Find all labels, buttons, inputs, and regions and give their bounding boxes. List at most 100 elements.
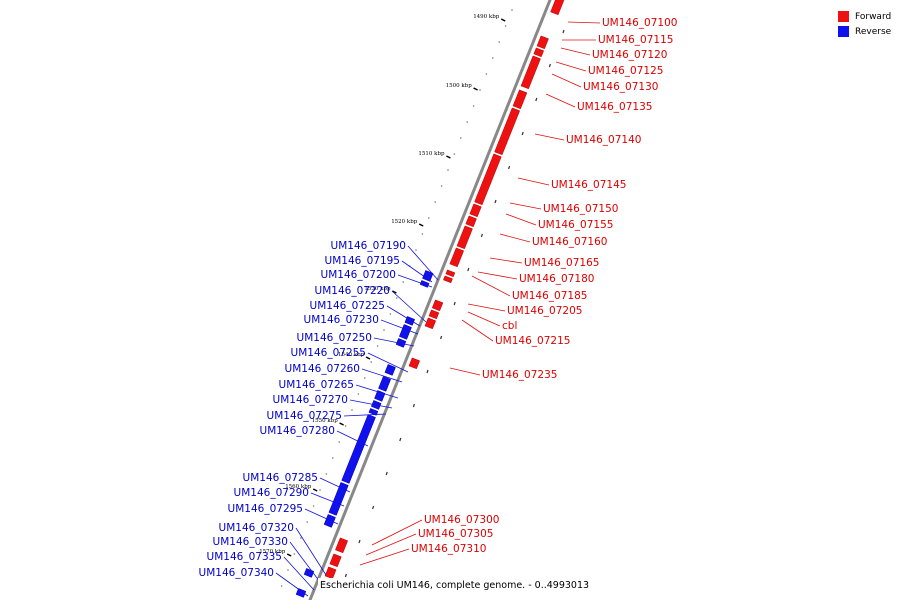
reverse-gene-label[interactable]: UM146_07295 <box>228 503 303 515</box>
tick-label: 1540 kbp <box>338 352 365 358</box>
reverse-gene-label[interactable]: UM146_07190 <box>331 240 406 252</box>
forward-leader <box>365 533 417 556</box>
guide-dash <box>385 471 388 476</box>
guide-dash <box>521 131 524 136</box>
reverse-leader <box>367 352 409 373</box>
tick-label: 1560 kbp <box>285 484 312 490</box>
forward-gene-label[interactable]: UM146_07150 <box>543 203 618 215</box>
tick-mark <box>392 290 397 294</box>
reverse-gene-label[interactable]: UM146_07230 <box>304 314 379 326</box>
tick-marks: 1490 kbp 1500 kbp 1510 kbp 1520 kbp 1530 kbp… <box>259 14 506 557</box>
tick-label: 1490 kbp <box>473 14 500 20</box>
forward-gene-label[interactable]: cbl <box>502 320 517 332</box>
legend-forward-label: Forward <box>855 11 892 22</box>
forward-gene-block <box>408 357 421 370</box>
forward-gene-label[interactable]: UM146_07130 <box>583 81 658 93</box>
forward-gene-label[interactable]: UM146_07205 <box>507 305 582 317</box>
forward-gene-block <box>324 566 337 580</box>
guide-dot <box>338 441 341 443</box>
reverse-leader <box>349 399 393 409</box>
reverse-gene-label[interactable]: UM146_07290 <box>234 487 309 499</box>
forward-gene-label[interactable]: UM146_07165 <box>524 257 599 269</box>
guide-dot <box>325 473 328 475</box>
forward-leader <box>517 177 550 186</box>
guide-dot <box>396 297 398 299</box>
forward-leader <box>489 257 523 264</box>
forward-leader <box>371 519 423 546</box>
reverse-gene-label[interactable]: UM146_07250 <box>297 332 372 344</box>
reverse-gene-label[interactable]: UM146_07270 <box>273 394 348 406</box>
reverse-gene-label[interactable]: UM146_07195 <box>325 255 400 267</box>
forward-leader <box>499 233 531 243</box>
forward-gene-label[interactable]: UM146_07100 <box>602 17 677 29</box>
forward-gene-label[interactable]: UM146_07310 <box>411 543 486 555</box>
reverse-gene-label[interactable]: UM146_07255 <box>291 347 366 359</box>
forward-gene-label[interactable]: UM146_07215 <box>495 335 570 347</box>
reverse-leader <box>355 384 399 399</box>
reverse-gene-label[interactable]: UM146_07220 <box>315 285 390 297</box>
guide-dot <box>389 313 392 315</box>
guide-dot <box>300 537 302 539</box>
genome-backbone <box>308 0 552 600</box>
forward-leader <box>551 73 582 88</box>
reverse-gene-block <box>328 482 349 516</box>
reverse-leader <box>295 527 327 576</box>
reverse-swatch <box>838 26 849 37</box>
reverse-leader <box>401 260 433 283</box>
forward-gene-label[interactable]: UM146_07160 <box>532 236 607 248</box>
forward-gene-label[interactable]: UM146_07305 <box>418 528 493 540</box>
guide-dot <box>287 569 289 571</box>
forward-gene-block <box>520 55 541 90</box>
reverse-gene-block <box>368 408 379 416</box>
reverse-gene-block <box>419 280 430 288</box>
guide-dot <box>479 89 481 91</box>
forward-gene-label[interactable]: UM146_07145 <box>551 179 626 191</box>
forward-gene-label[interactable]: UM146_07180 <box>519 273 594 285</box>
tick-label: 1570 kbp <box>259 549 286 555</box>
reverse-gene-label[interactable]: UM146_07225 <box>310 300 385 312</box>
forward-gene-label[interactable]: UM146_07125 <box>588 65 663 77</box>
guide-dash <box>508 165 511 170</box>
forward-gene-label[interactable]: UM146_07235 <box>482 369 557 381</box>
forward-gene-block <box>494 107 521 156</box>
forward-gene-label[interactable]: UM146_07120 <box>592 49 667 61</box>
reverse-leader <box>310 492 345 507</box>
forward-gene-label[interactable]: UM146_07140 <box>566 134 641 146</box>
reverse-gene-label[interactable]: UM146_07200 <box>321 269 396 281</box>
reverse-gene-label[interactable]: UM146_07330 <box>213 536 288 548</box>
forward-gene-label[interactable]: UM146_07155 <box>538 219 613 231</box>
reverse-gene-block <box>295 588 307 598</box>
reverse-gene-label[interactable]: UM146_07340 <box>199 567 274 579</box>
reverse-leader <box>361 368 403 383</box>
forward-leader <box>545 93 576 108</box>
forward-gene-block <box>329 553 342 568</box>
forward-gene-label[interactable]: UM146_07185 <box>512 290 587 302</box>
guide-dot <box>376 345 379 347</box>
reverse-gene-label[interactable]: UM146_07280 <box>260 425 335 437</box>
reverse-gene-label[interactable]: UM146_07320 <box>219 522 294 534</box>
forward-gene-label[interactable]: UM146_07300 <box>424 514 499 526</box>
guide-dot <box>306 521 309 523</box>
guide-dash <box>480 233 483 238</box>
forward-leader <box>461 319 494 342</box>
reverse-gene-label[interactable]: UM146_07285 <box>243 472 318 484</box>
guide-dot <box>415 249 417 251</box>
reverse-gene-label[interactable]: UM146_07265 <box>279 379 354 391</box>
reverse-gene-label[interactable]: UM146_07335 <box>207 551 282 563</box>
reverse-leader <box>283 556 315 591</box>
dotted-guide <box>280 9 565 587</box>
reverse-gene-label[interactable]: UM146_07260 <box>285 363 360 375</box>
guide-dot <box>498 41 501 43</box>
forward-leader <box>555 61 587 72</box>
forward-gene-block <box>431 299 444 312</box>
guide-dash <box>548 63 551 68</box>
forward-leader <box>505 213 537 226</box>
reverse-gene-label[interactable]: UM146_07275 <box>267 410 342 422</box>
guide-dot <box>485 73 488 75</box>
forward-gene-label[interactable]: UM146_07135 <box>577 101 652 113</box>
reverse-leader <box>343 413 387 417</box>
tick-mark <box>312 488 318 492</box>
reverse-gene-block <box>323 514 336 528</box>
forward-gene-label[interactable]: UM146_07115 <box>598 34 673 46</box>
